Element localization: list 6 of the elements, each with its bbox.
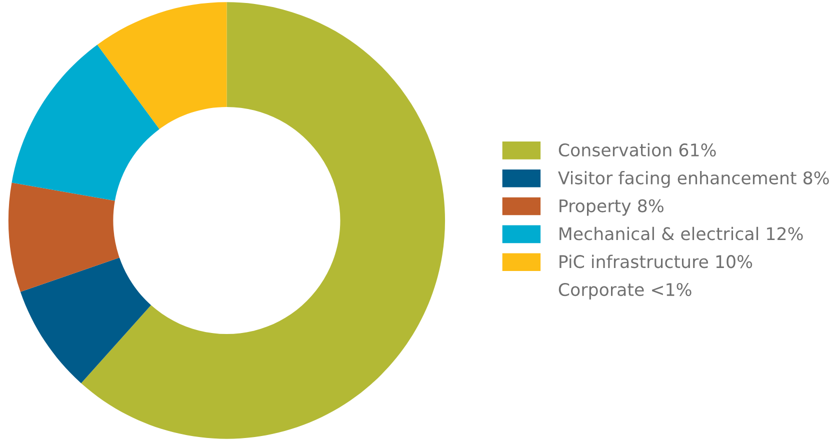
legend-label: Conservation 61% xyxy=(558,143,716,157)
category-label: Corporate <1% xyxy=(558,282,692,300)
legend-label: Visitor facing enhancement 8% xyxy=(558,171,829,188)
legend-label: Property 8% xyxy=(560,199,664,216)
legend-label: PiC infrastructure 10% xyxy=(560,254,752,268)
legend-label: Mechanical & electrical 12% xyxy=(560,226,803,240)
